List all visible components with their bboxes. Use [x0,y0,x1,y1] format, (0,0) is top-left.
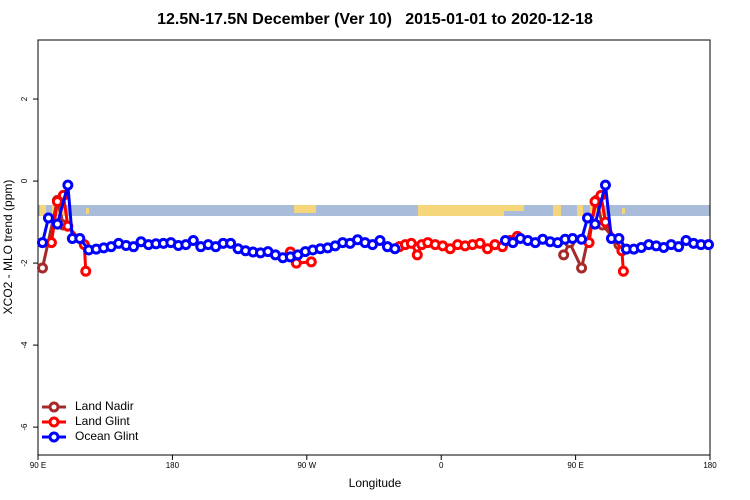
point [36,237,48,249]
legend-marker [48,416,60,428]
x-tick-label: 0 [439,461,444,470]
y-tick-label: 0 [20,178,29,183]
y-tick-label: 2 [20,96,29,101]
y-tick-label: -4 [20,341,29,349]
y-tick-label: -6 [20,423,29,431]
point [80,265,92,277]
legend-label: Land Nadir [75,399,134,413]
point [36,262,48,274]
legend-marker [48,401,60,413]
point [305,256,317,268]
point [225,237,237,249]
x-tick-label: 180 [703,461,717,470]
legend-label: Ocean Glint [75,429,139,443]
point [613,232,625,244]
point [187,235,199,247]
point [576,262,588,274]
x-tick-label: 90 E [567,461,583,470]
x-tick-label: 90 E [30,461,46,470]
point [74,232,86,244]
y-axis-label: XCO2 - MLO trend (ppm) [1,180,15,315]
legend-marker [48,431,60,443]
point [62,179,74,191]
point [703,239,715,251]
point [474,237,486,249]
point [51,196,63,208]
point [589,196,601,208]
point [389,243,401,255]
point [589,218,601,230]
y-tick-label: -2 [20,259,29,267]
point [599,179,611,191]
x-axis-label: Longitude [349,476,402,490]
point [411,249,423,261]
point [374,235,386,247]
point [673,241,685,253]
point [576,233,588,245]
x-tick-label: 180 [166,461,180,470]
point [45,237,57,249]
point [128,241,140,253]
point [42,212,54,224]
point [558,249,570,261]
point [51,218,63,230]
point [405,237,417,249]
point [567,232,579,244]
point [617,265,629,277]
legend-label: Land Glint [75,414,130,428]
x-tick-label: 90 W [297,461,316,470]
point [582,212,594,224]
chart-title: 12.5N-17.5N December (Ver 10) 2015-01-01… [157,11,593,28]
